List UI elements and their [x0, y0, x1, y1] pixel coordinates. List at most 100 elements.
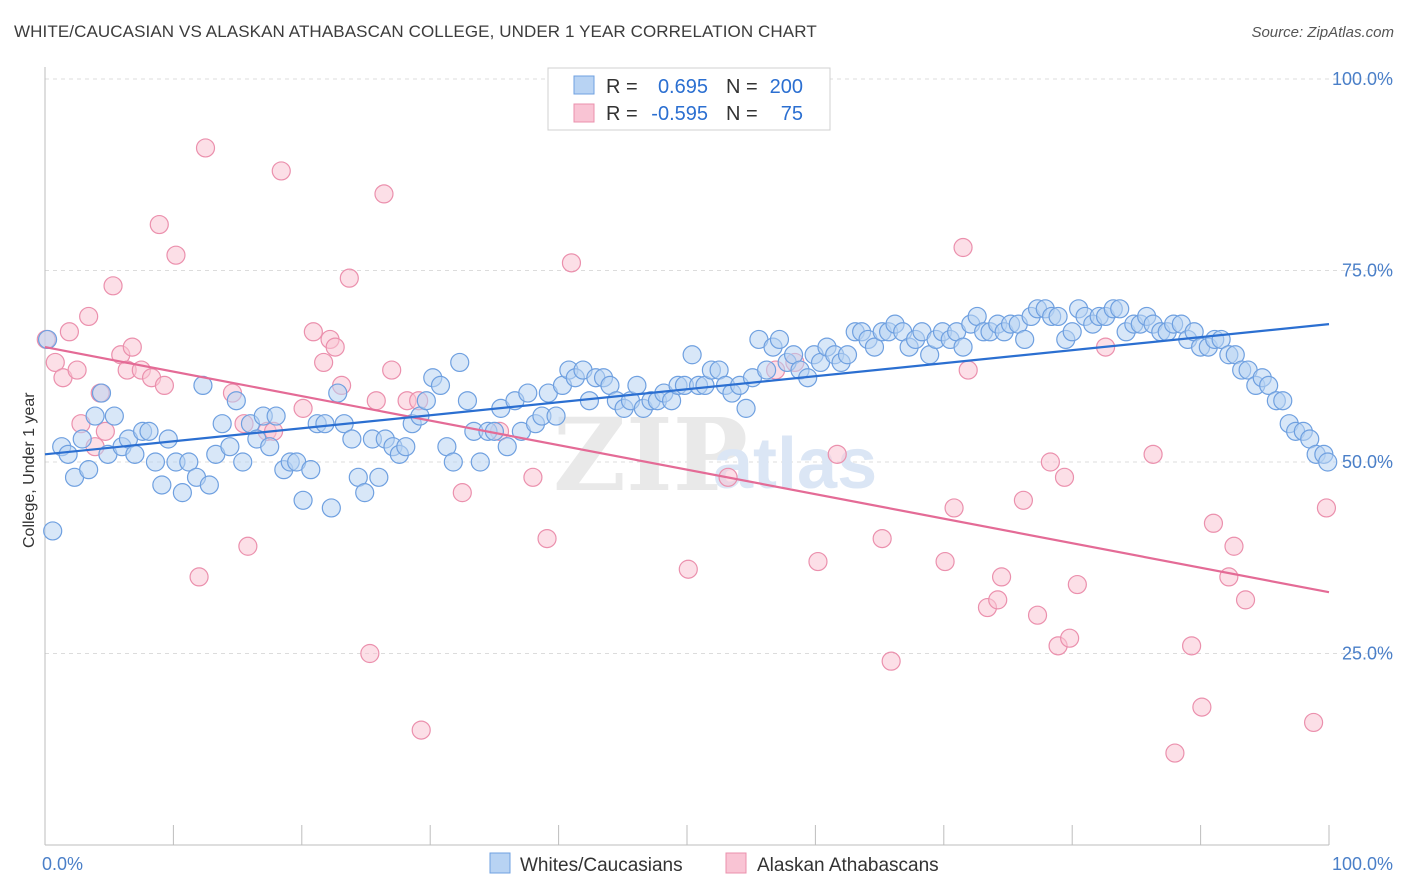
whites-point-24	[199, 475, 219, 495]
alaskan-point-69	[1143, 444, 1163, 464]
y-tick-label-3: 25.0%	[1342, 644, 1393, 664]
alaskan-point-18	[166, 245, 186, 265]
alaskan-point-46	[678, 559, 698, 579]
alaskan-point-28	[303, 322, 323, 342]
whites-point-1	[43, 521, 63, 541]
stats-legend-swatch-pink	[573, 103, 595, 123]
whites-point-56	[416, 391, 436, 411]
alaskan-point-4	[67, 360, 87, 380]
alaskan-point-72	[1192, 697, 1212, 717]
alaskan-point-78	[1316, 498, 1337, 518]
alaskan-point-17	[154, 375, 175, 395]
whites-point-16	[145, 452, 166, 472]
whites-point-58	[430, 375, 451, 395]
x-tick-label-0: 0.0%	[42, 854, 83, 874]
whites-point-26	[212, 414, 232, 434]
stats-r-value-blue: 0.695	[658, 76, 708, 98]
stats-n-value-blue: 200	[770, 76, 803, 98]
alaskan-point-10	[103, 276, 123, 296]
x-tick-label-1: 100.0%	[1332, 854, 1393, 874]
watermark-atlas: atlas	[713, 424, 877, 504]
alaskan-point-76	[1235, 590, 1256, 610]
alaskan-point-66	[1060, 628, 1080, 648]
alaskan-point-67	[1067, 574, 1087, 595]
alaskan-point-54	[935, 551, 955, 572]
alaskan-point-23	[238, 536, 258, 556]
alaskan-point-26	[271, 161, 291, 181]
legend-label-alaskan: Alaskan Athabascans	[757, 855, 939, 876]
alaskan-point-53	[881, 651, 901, 671]
whites-point-49	[369, 467, 389, 487]
alaskan-point-16	[149, 214, 169, 235]
alaskan-point-75	[1224, 536, 1244, 556]
tick-labels: 100.0% 75.0% 50.0% 25.0% 0.0% 100.0%	[42, 69, 1393, 874]
stats-r-label-pink: R =	[606, 103, 638, 125]
whites-point-15	[139, 421, 159, 441]
whites-point-0	[37, 329, 58, 350]
whites-point-3	[58, 444, 78, 464]
series-whites-caucasians-points	[37, 299, 1338, 541]
series-alaskan-athabascans-points	[36, 138, 1337, 763]
whites-point-21	[179, 452, 199, 472]
whites-point-39	[301, 460, 321, 480]
stats-legend-frame	[547, 67, 831, 131]
alaskan-point-74	[1219, 567, 1239, 587]
alaskan-point-34	[360, 643, 380, 664]
trend-line-alaskan	[44, 346, 1330, 594]
whites-point-18	[158, 429, 178, 449]
alaskan-point-29	[314, 352, 334, 373]
whites-point-144	[1015, 329, 1035, 350]
alaskan-point-35	[366, 391, 386, 411]
alaskan-point-37	[382, 360, 402, 380]
whites-point-53	[396, 437, 416, 457]
whites-point-103	[736, 398, 756, 418]
whites-point-20	[172, 483, 192, 503]
whites-point-47	[355, 483, 375, 503]
whites-point-7	[85, 406, 105, 426]
alaskan-point-1	[45, 352, 65, 373]
axes	[44, 67, 1330, 846]
chart-title: WHITE/CAUCASIAN VS ALASKAN ATHABASCAN CO…	[14, 22, 817, 41]
whites-point-180	[1259, 375, 1279, 395]
whites-point-17	[152, 475, 172, 495]
stats-n-label-blue: N =	[726, 76, 758, 98]
alaskan-point-13	[122, 337, 142, 357]
alaskan-point-50	[808, 551, 828, 572]
stats-n-label-pink: N =	[726, 103, 758, 125]
whites-point-38	[293, 490, 313, 510]
y-tick-label-1: 75.0%	[1342, 261, 1393, 281]
alaskan-point-41	[452, 483, 472, 503]
whites-point-42	[321, 498, 341, 518]
alaskan-point-59	[988, 590, 1008, 610]
alaskan-point-20	[195, 138, 216, 158]
stats-r-label-blue: R =	[606, 76, 638, 98]
alaskan-point-57	[958, 360, 978, 380]
whites-point-28	[226, 391, 246, 411]
whites-point-34	[266, 406, 286, 426]
trend-line-whites	[44, 323, 1330, 456]
whites-point-151	[1062, 322, 1082, 342]
whites-point-62	[457, 391, 478, 411]
trend-lines	[44, 323, 1330, 594]
alaskan-point-52	[872, 528, 892, 549]
alaskan-point-6	[79, 306, 99, 327]
alaskan-point-61	[1013, 490, 1034, 510]
stats-legend-swatch-blue	[573, 75, 595, 95]
series-legend: Whites/Caucasians Alaskan Athabascans	[489, 852, 939, 876]
whites-point-27	[220, 437, 240, 457]
stats-r-value-pink: -0.595	[651, 103, 708, 125]
alaskan-point-44	[537, 528, 557, 549]
alaskan-point-51	[827, 444, 847, 464]
alaskan-point-55	[944, 498, 964, 518]
watermark: ZIP atlas	[553, 396, 877, 514]
whites-point-189	[1318, 452, 1338, 472]
whites-point-10	[104, 406, 124, 426]
alaskan-point-27	[293, 398, 313, 418]
alaskan-point-40	[411, 720, 431, 740]
alaskan-point-62	[1027, 605, 1048, 625]
y-tick-label-0: 100.0%	[1332, 69, 1393, 89]
alaskan-point-3	[59, 322, 79, 342]
legend-swatch-alaskan	[725, 852, 747, 874]
whites-point-13	[125, 444, 145, 464]
